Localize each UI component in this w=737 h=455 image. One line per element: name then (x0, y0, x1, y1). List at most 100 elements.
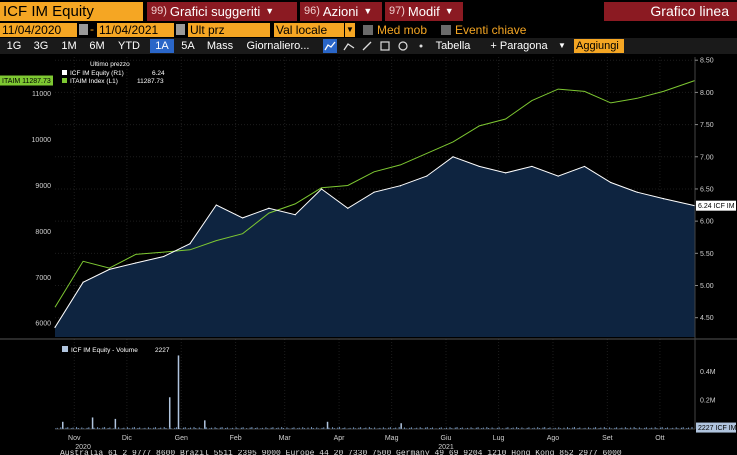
price-point (399, 185, 402, 187)
price-point (662, 198, 665, 200)
price-field-select[interactable]: Ult prz (188, 23, 270, 37)
legend-index-name: ITAIM Index (L1) (70, 78, 118, 85)
volume-bar (635, 427, 637, 429)
draw-tool-icon[interactable] (342, 39, 356, 53)
volume-bar (645, 427, 647, 429)
volume-bar (88, 427, 90, 429)
end-date-field[interactable]: 11/04/2021 (97, 23, 174, 37)
volume-bar (154, 427, 156, 429)
volume-bar (107, 427, 109, 429)
volume-bar (298, 427, 300, 429)
key-events-checkbox[interactable] (441, 25, 451, 35)
suggested-charts-menu[interactable]: 99) Grafici suggeriti ▼ (147, 2, 297, 21)
volume-bar (256, 427, 258, 429)
right-tick-label: 4.50 (700, 315, 714, 322)
volume-bar (384, 428, 386, 429)
volume-bar (72, 427, 74, 429)
period-select[interactable]: Giornaliero... (246, 40, 310, 52)
volume-bar (691, 426, 693, 429)
volume-bar (165, 427, 167, 429)
volume-bar (282, 427, 284, 429)
legend-swatch-volume (62, 346, 68, 352)
volume-bar (446, 427, 448, 429)
volume-bar (296, 428, 298, 429)
volume-bar (409, 427, 411, 429)
range-button-1g[interactable]: 1G (6, 40, 22, 52)
x-tick-label: Giu (441, 435, 452, 442)
compare-button[interactable]: + Paragona (490, 40, 548, 52)
legend-price-last: 6.24 (152, 70, 165, 77)
volume-bar (549, 427, 551, 429)
chevron-down-icon[interactable]: ▼ (558, 41, 566, 50)
price-point (82, 281, 84, 283)
volume-bar (133, 426, 135, 429)
menu-label: Grafici suggeriti (169, 4, 261, 19)
annotation-tool-icon[interactable] (360, 39, 374, 53)
add-button[interactable]: Aggiungi (574, 39, 624, 53)
price-point (163, 255, 165, 258)
range-button-6m[interactable]: 6M (89, 40, 105, 52)
more-tools-icon[interactable] (414, 39, 428, 53)
actions-menu[interactable]: 96) Azioni ▼ (300, 2, 382, 21)
table-button[interactable]: Tabella (435, 40, 471, 52)
volume-bar (416, 427, 418, 429)
volume-bar (102, 427, 104, 429)
volume-bar (633, 426, 635, 429)
range-button-max[interactable]: Mass (206, 40, 234, 52)
volume-bar (533, 427, 535, 429)
range-button-3g[interactable]: 3G (33, 40, 49, 52)
edit-menu[interactable]: 97) Modif ▼ (385, 2, 463, 21)
range-button-5a[interactable]: 5A (181, 40, 195, 52)
volume-bar (640, 428, 642, 429)
volume-bar (251, 426, 253, 429)
line-chart-icon[interactable] (323, 39, 337, 53)
volume-bar (363, 428, 365, 429)
volume-bar (481, 428, 483, 429)
volume-bar (400, 427, 402, 429)
volume-bar (517, 427, 519, 429)
volume-bar (149, 428, 151, 429)
start-date-field[interactable]: 11/04/2020 (0, 23, 77, 37)
ticker-field[interactable]: ICF IM Equity (0, 2, 143, 21)
range-button-1m[interactable]: 1M (61, 40, 77, 52)
chevron-down-icon[interactable]: ▼ (345, 23, 355, 37)
volume-bar (595, 427, 597, 429)
volume-bar (332, 427, 334, 429)
index-last-label: ITAIM 11287.73 (2, 78, 51, 85)
price-point (108, 268, 110, 271)
price-chart[interactable]: Nov Dic Gen Feb Mar Apr Mag Giu Lug Ago Set Ott 2020… (0, 54, 737, 450)
volume-bar (488, 427, 490, 429)
index-last-tag (0, 75, 53, 86)
volume-bar (242, 427, 244, 429)
range-button-ytd[interactable]: YTD (118, 40, 140, 52)
left-tick-label: 11000 (32, 91, 51, 98)
volume-bar (358, 427, 360, 429)
settings-tool-icon[interactable] (396, 39, 410, 53)
volume-bar (311, 426, 312, 429)
volume-bar (204, 427, 206, 429)
price-point (135, 262, 137, 264)
volume-bar (70, 428, 72, 429)
volume-bar (261, 427, 263, 429)
volume-bar (619, 428, 621, 429)
volume-bar (328, 427, 330, 429)
moving-average-checkbox[interactable] (363, 25, 373, 35)
volume-bar (86, 427, 88, 429)
right-tick-label: 8.00 (700, 90, 714, 97)
range-button-1a[interactable]: 1A (150, 39, 174, 53)
shape-tool-icon[interactable] (378, 39, 392, 53)
currency-select[interactable]: Val locale (274, 23, 344, 37)
volume-bar (293, 427, 295, 429)
chart-axes: Nov Dic Gen Feb Mar Apr Mag Giu Lug Ago Set Ott 2020… (0, 57, 737, 450)
volume-bar (104, 426, 106, 429)
volume-bar (544, 426, 546, 429)
volume-bar (67, 427, 69, 429)
volume-bar (405, 428, 407, 429)
volume-bar (382, 427, 384, 429)
calendar-icon[interactable] (79, 24, 88, 35)
volume-bar (507, 427, 509, 429)
calendar-icon[interactable] (176, 24, 185, 35)
volume-bar (275, 428, 277, 429)
volume-bar (277, 427, 279, 429)
volume-bar (153, 427, 155, 429)
